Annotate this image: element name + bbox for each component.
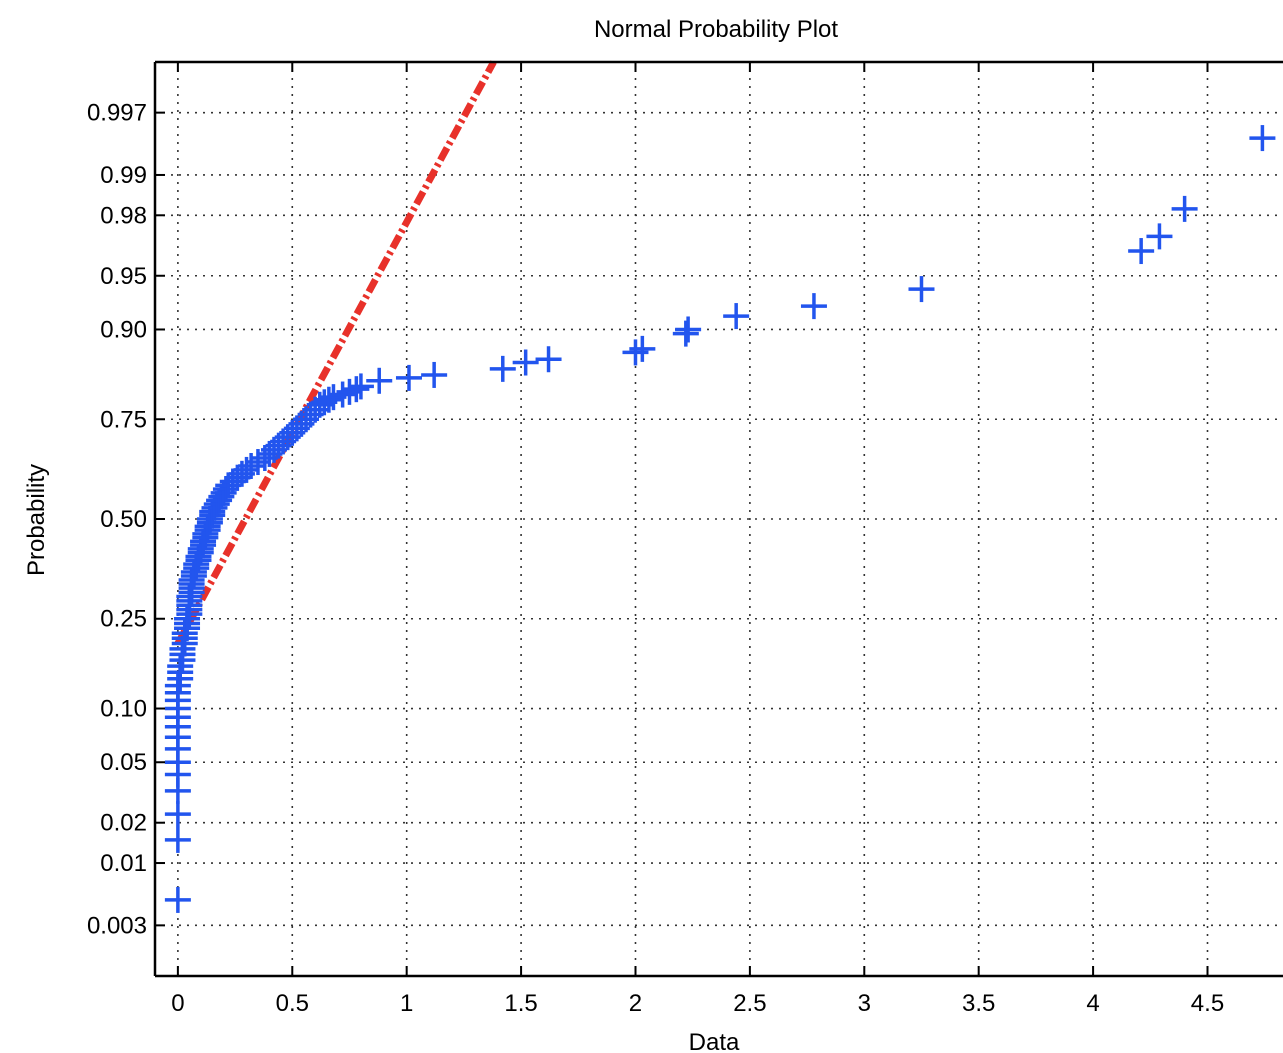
data-point [164, 672, 191, 699]
y-axis-label: Probability [23, 464, 50, 576]
data-points [164, 125, 1276, 913]
data-point [672, 320, 699, 347]
data-point [489, 355, 516, 382]
x-tick-label: 1.5 [504, 990, 537, 1017]
x-tick-label: 2.5 [733, 990, 766, 1017]
data-point [169, 635, 196, 662]
y-tick-label: 0.997 [87, 100, 147, 127]
y-tick-label: 0.50 [100, 506, 147, 533]
data-point [1146, 223, 1173, 250]
x-axis-label: Data [689, 1029, 740, 1053]
y-tick-labels: 0.003 0.01 0.02 0.05 0.10 0.25 0.50 0.75 0.90 0.9… [87, 100, 147, 940]
data-point [366, 367, 393, 394]
x-tick-label: 4 [1086, 990, 1099, 1017]
x-tick-label: 2 [629, 990, 642, 1017]
y-tick-label: 0.02 [100, 810, 147, 837]
y-tick-label: 0.98 [100, 202, 147, 229]
data-point [347, 373, 374, 400]
y-tick-label: 0.003 [87, 912, 147, 939]
data-point [238, 452, 265, 479]
data-point [336, 378, 363, 405]
axes [153, 60, 1283, 978]
data-point [343, 376, 370, 403]
y-tick-label: 0.10 [100, 696, 147, 723]
data-point [535, 346, 562, 373]
grid-lines [155, 62, 1283, 976]
x-tick-label: 3 [858, 990, 871, 1017]
x-tick-label: 4.5 [1191, 990, 1224, 1017]
y-tick-label: 0.01 [100, 850, 147, 877]
data-point [167, 653, 194, 680]
data-point [1249, 125, 1276, 152]
x-tick-label: 0 [171, 990, 184, 1017]
data-point [421, 361, 448, 388]
fit-line [174, 60, 497, 646]
x-tick-label: 3.5 [962, 990, 995, 1017]
data-point [315, 386, 342, 413]
data-point [512, 349, 539, 376]
data-point [1171, 195, 1198, 222]
y-tick-label: 0.05 [100, 749, 147, 776]
data-point [164, 826, 191, 853]
y-tick-label: 0.99 [100, 162, 147, 189]
x-tick-labels: 0 0.5 1 1.5 2 2.5 3 3.5 4 4.5 [171, 990, 1224, 1017]
data-point [164, 886, 191, 913]
x-tick-label: 1 [400, 990, 413, 1017]
data-point [1128, 238, 1155, 265]
reference-line [174, 60, 497, 646]
data-point [908, 276, 935, 303]
data-point [800, 293, 827, 320]
data-point [675, 316, 702, 343]
chart-title: Normal Probability Plot [594, 16, 838, 43]
data-point [622, 339, 649, 366]
x-tick-label: 0.5 [276, 990, 309, 1017]
y-tick-label: 0.75 [100, 406, 147, 433]
data-point [723, 303, 750, 330]
data-point [164, 801, 191, 828]
data-point [395, 364, 422, 391]
plot-area [155, 62, 1283, 976]
y-tick-label: 0.90 [100, 316, 147, 343]
data-point [329, 381, 356, 408]
data-point [629, 335, 656, 362]
y-tick-label: 0.25 [100, 606, 147, 633]
y-tick-label: 0.95 [100, 263, 147, 290]
